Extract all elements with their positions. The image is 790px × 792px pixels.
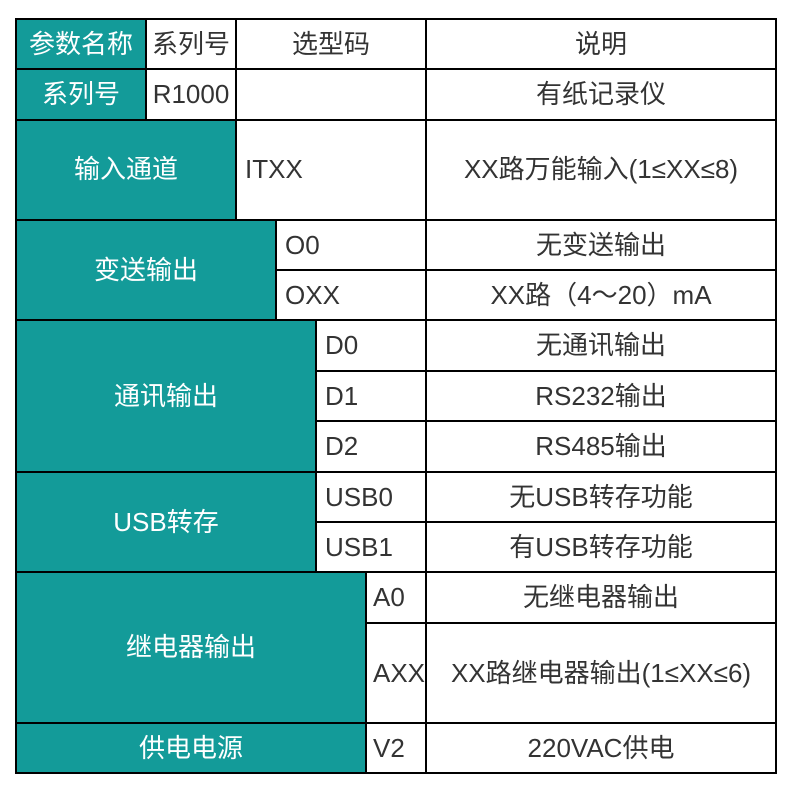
comm-output-label: 通讯输出 [16, 320, 316, 471]
empty-cell [236, 69, 426, 119]
header-selection-code: 选型码 [236, 19, 426, 69]
table-row: 输入通道 ITXX XX路万能输入(1≤XX≤8) [16, 120, 776, 220]
relay-output-desc-0: 无继电器输出 [426, 572, 776, 622]
comm-output-desc-0: 无通讯输出 [426, 320, 776, 370]
input-channel-code: ITXX [236, 120, 426, 220]
power-supply-desc: 220VAC供电 [426, 723, 776, 773]
table-row: USB转存 USB0 无USB转存功能 [16, 472, 776, 522]
series-desc: 有纸记录仪 [426, 69, 776, 119]
transmit-output-code-1: OXX [276, 270, 426, 320]
usb-transfer-code-1: USB1 [316, 522, 426, 572]
transmit-output-desc-1: XX路（4～20）mA [426, 270, 776, 320]
table-row: 继电器输出 A0 无继电器输出 [16, 572, 776, 622]
header-description: 说明 [426, 19, 776, 69]
relay-output-code-1: AXX [366, 623, 426, 723]
input-channel-label: 输入通道 [16, 120, 236, 220]
transmit-output-label: 变送输出 [16, 220, 276, 321]
table-row: 系列号 R1000 有纸记录仪 [16, 69, 776, 119]
power-supply-label: 供电电源 [16, 723, 366, 773]
input-channel-desc: XX路万能输入(1≤XX≤8) [426, 120, 776, 220]
power-supply-code: V2 [366, 723, 426, 773]
table-row: 供电电源 V2 220VAC供电 [16, 723, 776, 773]
usb-transfer-code-0: USB0 [316, 472, 426, 522]
relay-output-desc-1: XX路继电器输出(1≤XX≤6) [426, 623, 776, 723]
usb-transfer-desc-1: 有USB转存功能 [426, 522, 776, 572]
comm-output-code-0: D0 [316, 320, 426, 370]
table-row: 变送输出 O0 无变送输出 [16, 220, 776, 270]
comm-output-desc-1: RS232输出 [426, 371, 776, 421]
series-label: 系列号 [16, 69, 146, 119]
usb-transfer-label: USB转存 [16, 472, 316, 573]
series-code: R1000 [146, 69, 236, 119]
table-row: 通讯输出 D0 无通讯输出 [16, 320, 776, 370]
header-param-name: 参数名称 [16, 19, 146, 69]
comm-output-code-1: D1 [316, 371, 426, 421]
transmit-output-code-0: O0 [276, 220, 426, 270]
relay-output-code-0: A0 [366, 572, 426, 622]
usb-transfer-desc-0: 无USB转存功能 [426, 472, 776, 522]
comm-output-code-2: D2 [316, 421, 426, 471]
relay-output-label: 继电器输出 [16, 572, 366, 722]
header-series-no: 系列号 [146, 19, 236, 69]
spec-table: 参数名称 系列号 选型码 说明 系列号 R1000 有纸记录仪 输入通道 ITX… [15, 18, 777, 774]
comm-output-desc-2: RS485输出 [426, 421, 776, 471]
table-row: 参数名称 系列号 选型码 说明 [16, 19, 776, 69]
transmit-output-desc-0: 无变送输出 [426, 220, 776, 270]
spec-table-wrapper: 参数名称 系列号 选型码 说明 系列号 R1000 有纸记录仪 输入通道 ITX… [15, 18, 775, 774]
